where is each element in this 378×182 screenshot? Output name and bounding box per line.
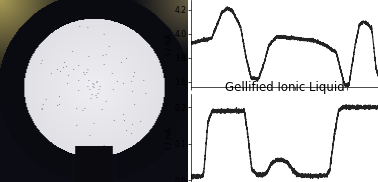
Y-axis label: I / nA: I / nA (164, 127, 173, 149)
Y-axis label: I / nA: I / nA (164, 33, 173, 55)
Title: Gellified Ionic Liquid: Gellified Ionic Liquid (225, 82, 344, 94)
